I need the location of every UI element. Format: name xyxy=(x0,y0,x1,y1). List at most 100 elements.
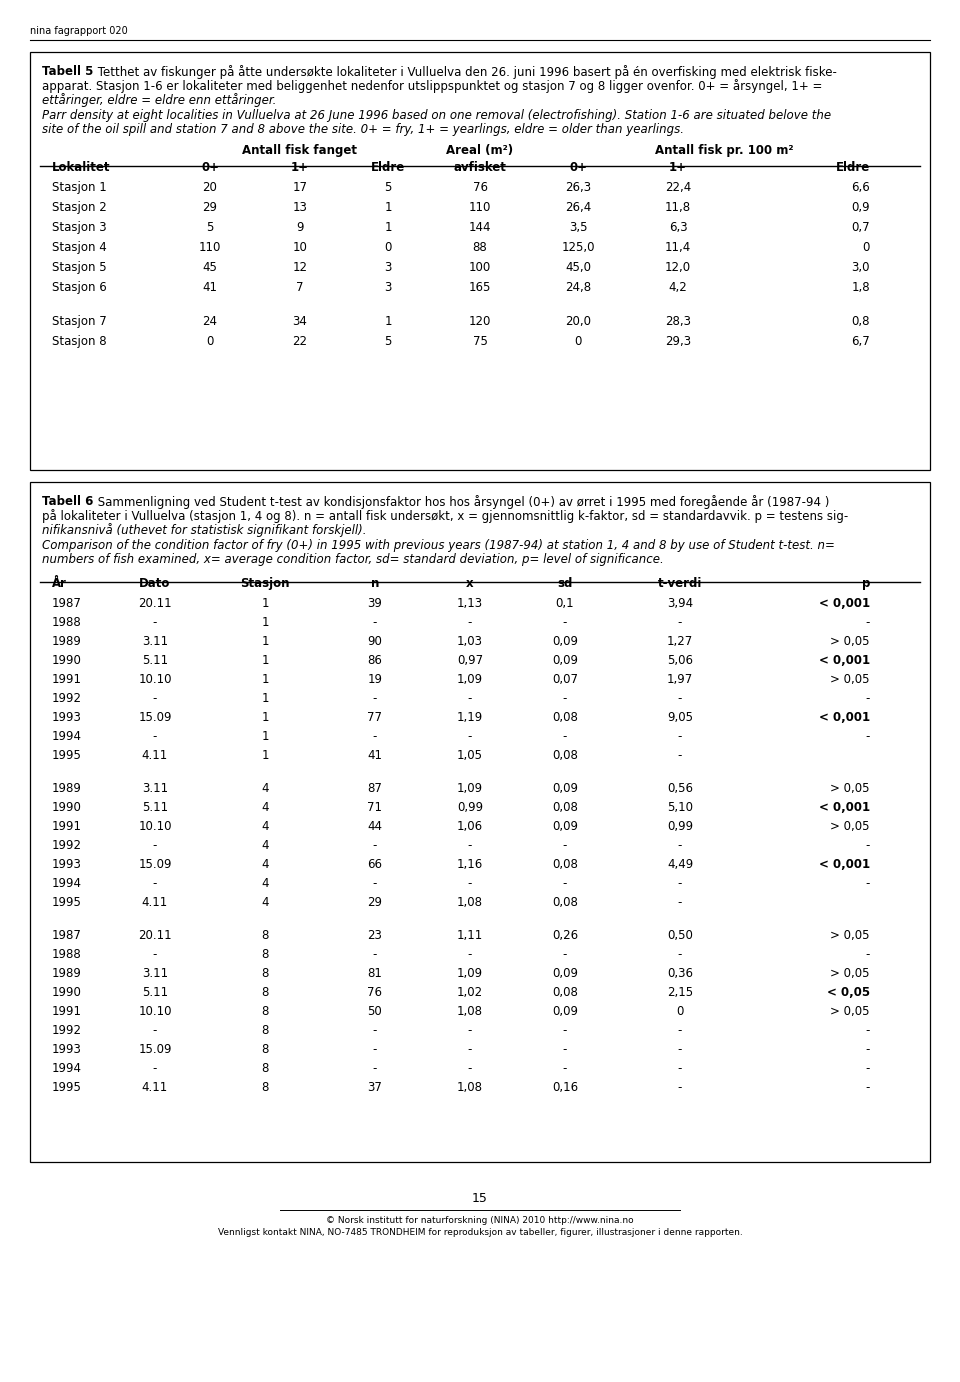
Text: 71: 71 xyxy=(368,802,382,814)
Text: avfisket: avfisket xyxy=(453,160,507,174)
Text: 5.11: 5.11 xyxy=(142,654,168,668)
Text: -: - xyxy=(563,1043,567,1056)
Text: > 0,05: > 0,05 xyxy=(830,820,870,833)
Text: 4: 4 xyxy=(261,782,269,795)
Text: Tabell 5: Tabell 5 xyxy=(42,65,93,77)
Text: -: - xyxy=(563,839,567,851)
Text: 6,6: 6,6 xyxy=(852,181,870,193)
Text: 3,0: 3,0 xyxy=(852,261,870,274)
Text: numbers of fish examined, x= average condition factor, sd= standard deviation, p: numbers of fish examined, x= average con… xyxy=(42,553,663,567)
Text: 13: 13 xyxy=(293,200,307,214)
Text: -: - xyxy=(563,1061,567,1075)
Text: 3.11: 3.11 xyxy=(142,782,168,795)
Text: 1,06: 1,06 xyxy=(457,820,483,833)
Text: 90: 90 xyxy=(368,634,382,648)
Text: > 0,05: > 0,05 xyxy=(830,929,870,943)
Text: 1: 1 xyxy=(384,200,392,214)
Text: 1989: 1989 xyxy=(52,634,82,648)
Text: 37: 37 xyxy=(368,1081,382,1095)
Text: > 0,05: > 0,05 xyxy=(830,1005,870,1019)
Text: 4: 4 xyxy=(261,858,269,871)
Text: 19: 19 xyxy=(368,673,382,685)
Text: 1,03: 1,03 xyxy=(457,634,483,648)
Text: 1987: 1987 xyxy=(52,929,82,943)
Text: 8: 8 xyxy=(261,948,269,960)
Text: 1,16: 1,16 xyxy=(457,858,483,871)
Text: 3.11: 3.11 xyxy=(142,634,168,648)
Text: 6,3: 6,3 xyxy=(669,221,687,234)
Text: -: - xyxy=(678,948,683,960)
Text: 88: 88 xyxy=(472,240,488,254)
Text: 1,09: 1,09 xyxy=(457,782,483,795)
Text: 165: 165 xyxy=(468,281,492,294)
Text: -: - xyxy=(153,839,157,851)
Text: -: - xyxy=(866,616,870,629)
Text: 1989: 1989 xyxy=(52,782,82,795)
Text: 0,7: 0,7 xyxy=(852,221,870,234)
Text: 1,08: 1,08 xyxy=(457,1081,483,1095)
Text: 45: 45 xyxy=(203,261,217,274)
Text: -: - xyxy=(372,692,377,705)
Text: Stasjon 3: Stasjon 3 xyxy=(52,221,107,234)
Text: 6,7: 6,7 xyxy=(852,334,870,348)
Text: 0+: 0+ xyxy=(201,160,219,174)
Text: 0,26: 0,26 xyxy=(552,929,578,943)
Text: -: - xyxy=(372,948,377,960)
Text: 1992: 1992 xyxy=(52,1024,82,1036)
Text: 1: 1 xyxy=(261,634,269,648)
Text: 5: 5 xyxy=(206,221,214,234)
Text: sd: sd xyxy=(558,578,573,590)
Text: -: - xyxy=(468,730,472,744)
Text: 0,09: 0,09 xyxy=(552,782,578,795)
Text: 1,09: 1,09 xyxy=(457,673,483,685)
Text: 125,0: 125,0 xyxy=(562,240,595,254)
Text: p: p xyxy=(862,578,870,590)
Text: -: - xyxy=(678,616,683,629)
Text: -: - xyxy=(153,730,157,744)
Text: 8: 8 xyxy=(261,1005,269,1019)
Text: 1994: 1994 xyxy=(52,878,82,890)
Text: 76: 76 xyxy=(368,985,382,999)
Text: 5,10: 5,10 xyxy=(667,802,693,814)
Text: 5: 5 xyxy=(384,334,392,348)
Text: -: - xyxy=(678,896,683,909)
Text: -: - xyxy=(153,878,157,890)
Text: n: n xyxy=(371,578,379,590)
Text: 1990: 1990 xyxy=(52,654,82,668)
Text: 0,08: 0,08 xyxy=(552,749,578,761)
Text: 41: 41 xyxy=(203,281,218,294)
Text: x: x xyxy=(467,578,474,590)
Text: 0,08: 0,08 xyxy=(552,710,578,724)
Text: 0: 0 xyxy=(574,334,582,348)
Text: 3,5: 3,5 xyxy=(568,221,588,234)
Text: 1: 1 xyxy=(261,597,269,609)
Text: 7: 7 xyxy=(297,281,303,294)
Text: 1: 1 xyxy=(384,315,392,328)
Text: 2,15: 2,15 xyxy=(667,985,693,999)
Text: 0,09: 0,09 xyxy=(552,654,578,668)
Text: -: - xyxy=(372,878,377,890)
Text: 1: 1 xyxy=(261,673,269,685)
Text: 8: 8 xyxy=(261,929,269,943)
Text: Stasjon 7: Stasjon 7 xyxy=(52,315,107,328)
Text: 1: 1 xyxy=(261,730,269,744)
Text: 20.11: 20.11 xyxy=(138,597,172,609)
Text: 1993: 1993 xyxy=(52,1043,82,1056)
Text: 0,8: 0,8 xyxy=(852,315,870,328)
Text: 1988: 1988 xyxy=(52,616,82,629)
Text: 1,08: 1,08 xyxy=(457,896,483,909)
Text: 0,16: 0,16 xyxy=(552,1081,578,1095)
Text: -: - xyxy=(678,692,683,705)
Text: Sammenligning ved Student t-test av kondisjonsfaktor hos hos årsyngel (0+) av ør: Sammenligning ved Student t-test av kond… xyxy=(94,495,829,509)
Text: Tabell 6: Tabell 6 xyxy=(42,495,93,509)
Text: 4: 4 xyxy=(261,820,269,833)
Text: 5.11: 5.11 xyxy=(142,985,168,999)
Text: 1990: 1990 xyxy=(52,985,82,999)
Text: 28,3: 28,3 xyxy=(665,315,691,328)
Text: 12: 12 xyxy=(293,261,307,274)
Text: 0: 0 xyxy=(676,1005,684,1019)
Text: < 0,001: < 0,001 xyxy=(819,858,870,871)
Text: 110: 110 xyxy=(468,200,492,214)
Text: > 0,05: > 0,05 xyxy=(830,673,870,685)
Text: Stasjon 8: Stasjon 8 xyxy=(52,334,107,348)
